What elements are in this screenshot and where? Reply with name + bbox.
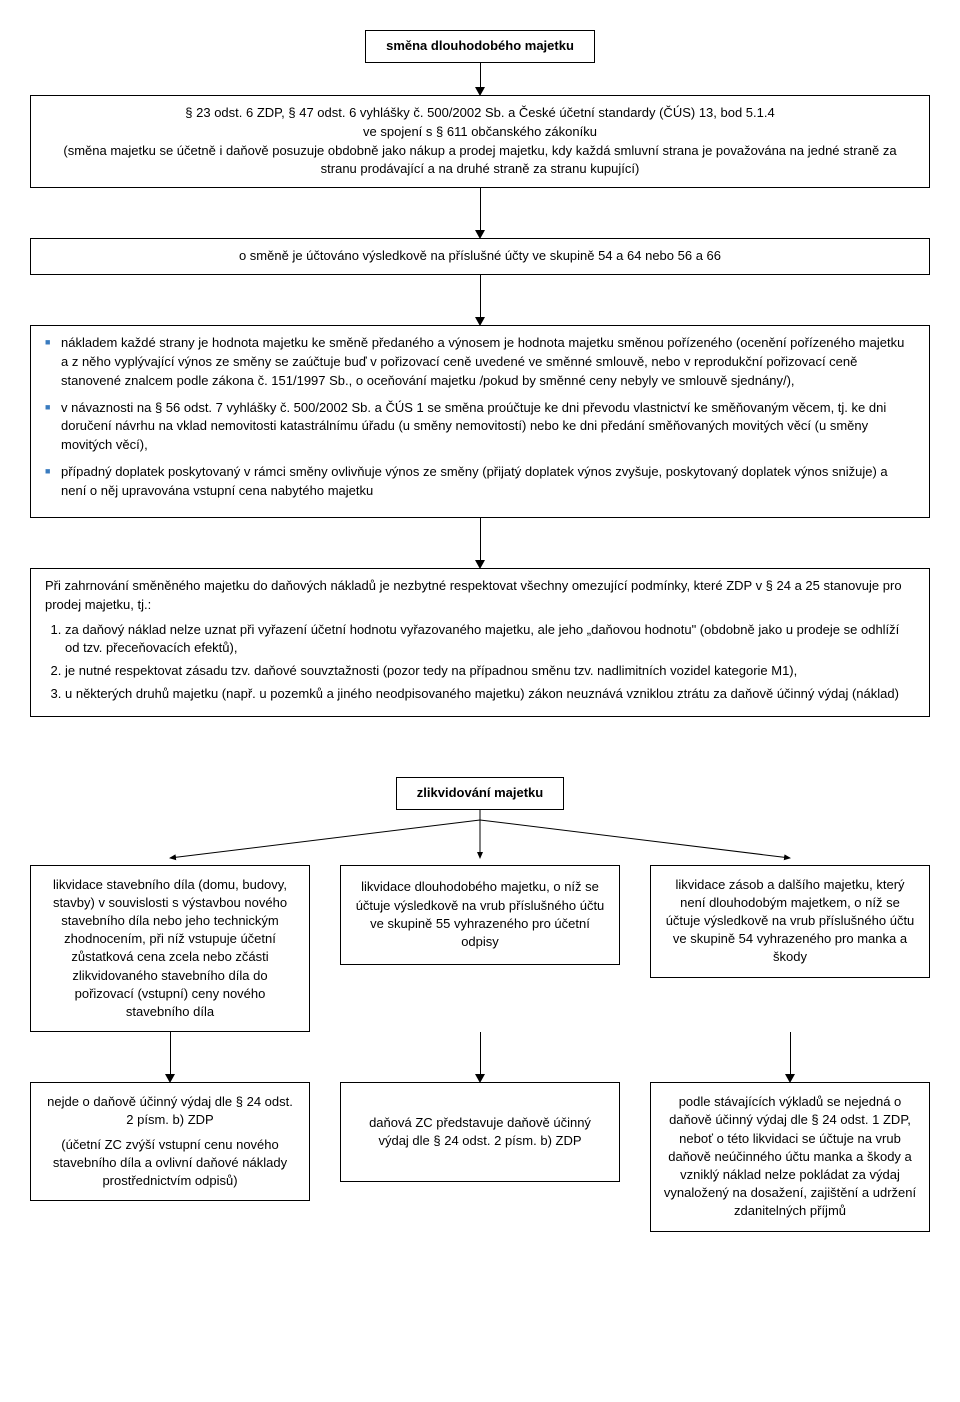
box3-bullet-list: nákladem každé strany je hodnota majetku…: [45, 334, 915, 501]
section1-title-box: směna dlouhodobého majetku: [365, 30, 595, 63]
col-text: likvidace dlouhodobého majetku, o níž se…: [353, 878, 607, 951]
section2-title: zlikvidování majetku: [417, 785, 543, 800]
section1-box4: Při zahrnování směněného majetku do daňo…: [30, 568, 930, 717]
arrow-icon: [30, 518, 930, 568]
section1-box1: § 23 odst. 6 ZDP, § 47 odst. 6 vyhlášky …: [30, 95, 930, 188]
box4-numbered-list: za daňový náklad nelze uznat při vyřazen…: [45, 621, 915, 704]
branch-arrows-icon: [30, 810, 930, 865]
col-text: likvidace stavebního díla (domu, budovy,…: [43, 876, 297, 1022]
box2-text: o směně je účtováno výsledkově na příslu…: [239, 248, 721, 263]
section1-box3: nákladem každé strany je hodnota majetku…: [30, 325, 930, 518]
box1-line2: ve spojení s § 611 občanského zákoníku: [45, 123, 915, 142]
box3-bullet: v návaznosti na § 56 odst. 7 vyhlášky č.…: [45, 399, 915, 456]
row2-col3: podle stávajících výkladů se nejedná o d…: [650, 1082, 930, 1231]
col-text: podle stávajících výkladů se nejedná o d…: [663, 1093, 917, 1220]
arrow-icon: [30, 1032, 310, 1082]
bullet-text: v návaznosti na § 56 odst. 7 vyhlášky č.…: [61, 400, 886, 453]
row2a-paren: (účetní ZC zvýší vstupní cenu nového sta…: [43, 1136, 297, 1191]
box1-paren: (směna majetku se účetně i daňově posuzu…: [45, 142, 915, 180]
arrow-icon: [30, 188, 930, 238]
arrow-icon: [340, 1032, 620, 1082]
arrow-icon: [650, 1032, 930, 1082]
box3-bullet: případný doplatek poskytovaný v rámci sm…: [45, 463, 915, 501]
box3-bullet: nákladem každé strany je hodnota majetku…: [45, 334, 915, 391]
arrow-icon: [30, 275, 930, 325]
box4-item: u některých druhů majetku (např. u pozem…: [65, 685, 915, 704]
bullet-text: nákladem každé strany je hodnota majetku…: [61, 335, 904, 388]
row2a-main: nejde o daňově účinný výdaj dle § 24 ods…: [43, 1093, 297, 1129]
section2-row2: nejde o daňově účinný výdaj dle § 24 ods…: [30, 1082, 930, 1231]
box4-item: je nutné respektovat zásadu tzv. daňové …: [65, 662, 915, 681]
row2-col1: nejde o daňově účinný výdaj dle § 24 ods…: [30, 1082, 310, 1201]
row1-col1: likvidace stavebního díla (domu, budovy,…: [30, 865, 310, 1033]
section1-box2: o směně je účtováno výsledkově na příslu…: [30, 238, 930, 275]
section2-title-box: zlikvidování majetku: [396, 777, 564, 810]
bullet-text: případný doplatek poskytovaný v rámci sm…: [61, 464, 888, 498]
col-text: likvidace zásob a dalšího majetku, který…: [663, 876, 917, 967]
item-text: u některých druhů majetku (např. u pozem…: [65, 686, 899, 701]
item-text: za daňový náklad nelze uznat při vyřazen…: [65, 622, 899, 656]
row1-col2: likvidace dlouhodobého majetku, o níž se…: [340, 865, 620, 965]
arrow-icon: [30, 63, 930, 95]
row1-col3: likvidace zásob a dalšího majetku, který…: [650, 865, 930, 978]
item-text: je nutné respektovat zásadu tzv. daňové …: [65, 663, 797, 678]
section1-title: směna dlouhodobého majetku: [386, 38, 574, 53]
box1-line1: § 23 odst. 6 ZDP, § 47 odst. 6 vyhlášky …: [45, 104, 915, 123]
row2-col2: daňová ZC představuje daňově účinný výda…: [340, 1082, 620, 1182]
section2-arrows-row: [30, 1032, 930, 1082]
col-text: daňová ZC představuje daňově účinný výda…: [353, 1114, 607, 1150]
section2-row1: likvidace stavebního díla (domu, budovy,…: [30, 865, 930, 1033]
box4-item: za daňový náklad nelze uznat při vyřazen…: [65, 621, 915, 659]
box4-intro: Při zahrnování směněného majetku do daňo…: [45, 577, 915, 615]
